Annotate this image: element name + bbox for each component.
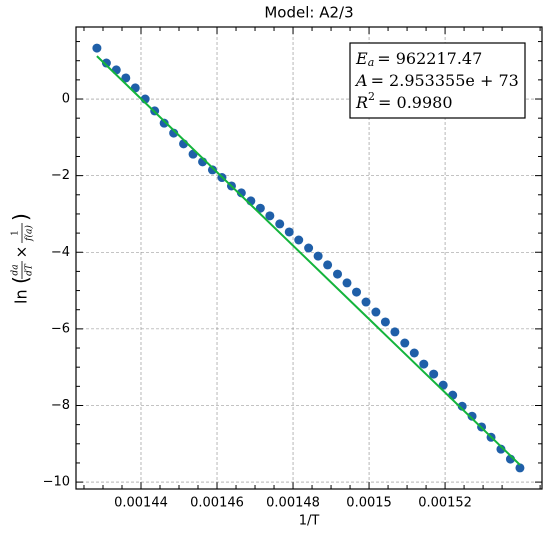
x-tick-label: 0.00152 (418, 496, 472, 511)
point (92, 43, 102, 53)
y-tick-label: −8 (51, 398, 70, 413)
point (207, 165, 217, 175)
y-label-paren: ( (9, 276, 33, 284)
point (236, 188, 246, 198)
point (467, 411, 477, 421)
x-tick-label: 0.00148 (266, 496, 320, 511)
annotation-symbol: A (354, 71, 368, 90)
annotation-box (349, 42, 526, 119)
point (448, 390, 458, 400)
point (515, 463, 525, 473)
y-label-num2: 1 (11, 230, 21, 236)
x-axis-label: 1/T (299, 514, 320, 529)
point (380, 317, 390, 327)
point (159, 118, 169, 128)
fit-line (96, 55, 521, 466)
y-label-paren: ) (9, 213, 33, 221)
point (400, 338, 410, 348)
annotation-sup: 2 (368, 90, 375, 103)
y-tick-label: −4 (51, 245, 70, 260)
annotation-line: A = 2.953355e + 73 (354, 71, 519, 90)
y-label-den2: f(a) (24, 225, 35, 242)
annotation-text: = 962217.47 (377, 49, 482, 68)
annotation-symbol: E (355, 49, 368, 68)
annotation-line: Ea = 962217.47 (355, 49, 482, 70)
y-tick-label: 0 (62, 92, 70, 107)
point (419, 359, 429, 369)
point (409, 348, 419, 358)
y-tick-label: −10 (43, 475, 70, 490)
chart-title: Model: A2/3 (264, 4, 353, 22)
point (275, 219, 285, 229)
point (429, 369, 439, 379)
y-label-op: × (13, 246, 31, 259)
x-tick-label: 0.0015 (346, 496, 392, 511)
point (265, 211, 275, 221)
point (304, 243, 314, 253)
point (284, 227, 294, 237)
point (390, 327, 400, 337)
point (496, 444, 506, 454)
annotation-text: = 0.9980 (378, 93, 452, 112)
annotation-sub: a (368, 56, 375, 69)
x-tick-label: 0.00144 (114, 496, 168, 511)
point (352, 287, 362, 297)
point (101, 58, 111, 68)
y-tick-label: −6 (51, 321, 70, 336)
plot-frame (75, 26, 543, 490)
point (169, 128, 179, 138)
annotation-line: R2 = 0.9980 (355, 90, 453, 112)
point (323, 260, 333, 270)
y-tick-label: −2 (51, 168, 70, 183)
annotation-symbol: R (355, 93, 368, 112)
plot-area: 0.00144 0.00146 0.00148 0.0015 0.00152 −10 −8 −… (43, 27, 542, 511)
y-label-den1: dT (25, 263, 35, 276)
point (255, 203, 265, 213)
point (333, 269, 343, 279)
point (457, 401, 467, 411)
annotation-text: = 2.953355e + 73 (371, 71, 519, 90)
point (121, 73, 131, 83)
x-tick-label: 0.00146 (190, 496, 244, 511)
point (294, 235, 304, 245)
point (371, 307, 381, 317)
point (342, 278, 352, 288)
point (313, 251, 323, 261)
y-axis-label: ln ( da dT × 1 f(a) ) (9, 213, 35, 304)
point (361, 297, 371, 307)
y-label-fn: ln (12, 289, 31, 304)
y-label-num1: da (11, 264, 21, 275)
